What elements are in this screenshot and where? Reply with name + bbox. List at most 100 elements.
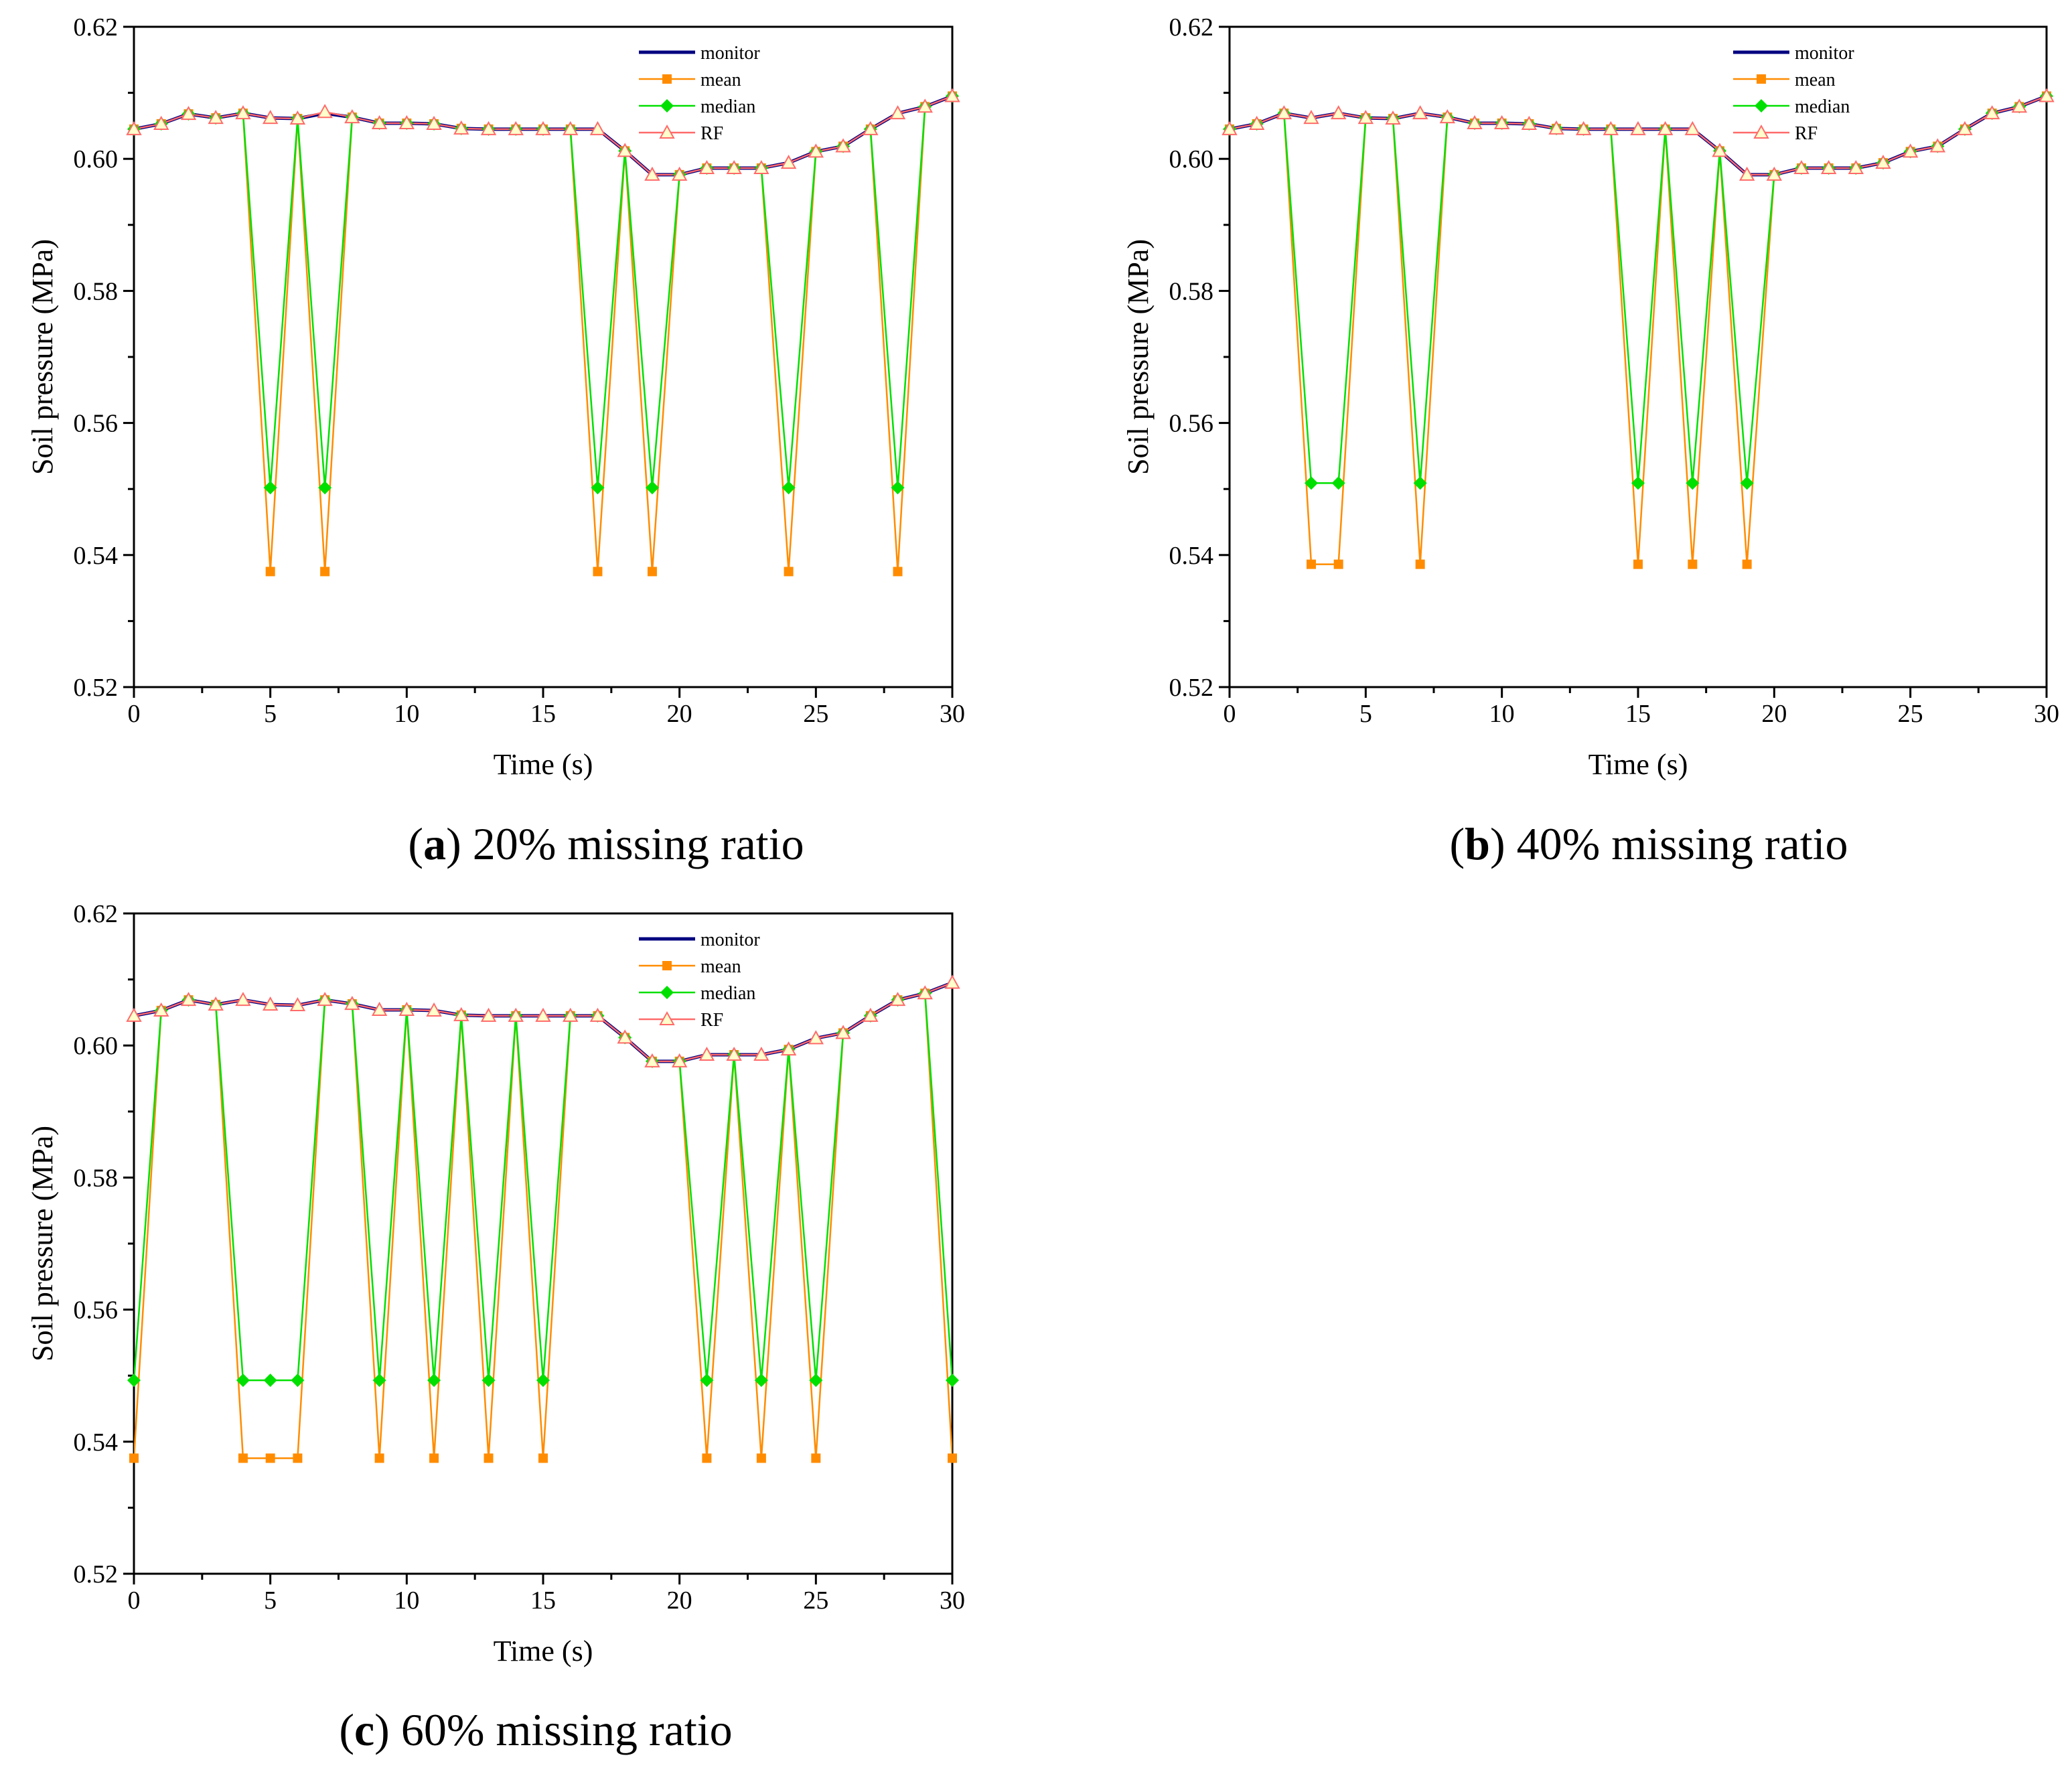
rf-marker-13 xyxy=(480,1007,497,1022)
x-tick-label: 5 xyxy=(264,700,277,728)
mean-marker-11 xyxy=(429,1453,439,1463)
median-marker-5 xyxy=(263,1374,277,1388)
mean-marker-24 xyxy=(784,567,794,577)
mean-marker-28 xyxy=(893,567,903,577)
rf-marker-17 xyxy=(1684,121,1701,135)
x-tick-label: 10 xyxy=(394,1586,419,1615)
mean-marker-30 xyxy=(948,1453,957,1463)
rf-marker-5 xyxy=(262,110,279,125)
rf-marker-20 xyxy=(671,1053,688,1067)
panel-caption: (c) 60% missing ratio xyxy=(339,1704,732,1755)
rf-marker-19 xyxy=(644,166,660,181)
rf-marker-8 xyxy=(1439,109,1456,124)
series-line-monitor xyxy=(1230,94,2047,177)
mean-marker-17 xyxy=(593,567,603,577)
rf-marker-4 xyxy=(235,105,251,120)
rf-marker-10 xyxy=(1493,115,1510,129)
x-tick-label: 20 xyxy=(1761,700,1787,728)
rf-marker-9 xyxy=(1467,115,1483,129)
rf-marker-13 xyxy=(1575,121,1592,135)
mean-marker-6 xyxy=(293,1453,303,1463)
median-marker-13 xyxy=(482,1374,496,1388)
rf-marker-4 xyxy=(1330,105,1347,120)
caption-text: 60% missing ratio xyxy=(390,1704,733,1755)
rf-marker-13 xyxy=(480,121,497,135)
series-line-mean xyxy=(134,992,952,1459)
x-tick-label: 25 xyxy=(803,1586,828,1615)
rf-marker-25 xyxy=(808,1030,824,1045)
median-marker-legend xyxy=(660,986,674,999)
rf-marker-1 xyxy=(153,115,169,130)
y-tick-label: 0.54 xyxy=(1169,542,1214,570)
rf-marker-18 xyxy=(617,1029,633,1044)
rf-marker-16 xyxy=(563,1007,579,1022)
y-tick-label: 0.54 xyxy=(74,542,119,570)
median-marker-25 xyxy=(809,1374,823,1388)
rf-marker-29 xyxy=(917,985,933,1000)
rf-marker-9 xyxy=(371,115,388,129)
rf-marker-0 xyxy=(126,1007,142,1022)
x-axis-label: Time (s) xyxy=(1588,748,1688,781)
rf-marker-5 xyxy=(262,996,279,1011)
rf-marker-12 xyxy=(453,1007,469,1021)
rf-marker-18 xyxy=(617,143,633,157)
rf-marker-26 xyxy=(835,138,851,153)
rf-marker-11 xyxy=(426,1002,442,1017)
rf-marker-1 xyxy=(153,1002,169,1017)
caption-paren-close: ) xyxy=(1490,818,1505,869)
legend-label-median: median xyxy=(1795,96,1850,117)
rf-marker-21 xyxy=(1793,159,1809,175)
rf-marker-5 xyxy=(1357,110,1374,125)
caption-paren-close: ) xyxy=(446,818,461,869)
rf-marker-8 xyxy=(344,996,360,1011)
rf-marker-legend xyxy=(659,1011,675,1025)
mean-marker-25 xyxy=(811,1453,821,1463)
median-marker-4 xyxy=(236,1374,250,1388)
rf-marker-19 xyxy=(644,1053,660,1067)
rf-marker-6 xyxy=(289,110,306,125)
rf-marker-12 xyxy=(453,120,469,135)
series-line-median xyxy=(134,95,952,489)
median-marker-24 xyxy=(782,481,796,495)
median-marker-17 xyxy=(1686,476,1700,490)
x-tick-label: 30 xyxy=(940,700,965,728)
rf-marker-2 xyxy=(180,992,197,1007)
median-marker-3 xyxy=(1305,476,1318,490)
caption-paren-open: ( xyxy=(408,818,423,869)
panel-caption: (a) 20% missing ratio xyxy=(408,818,804,869)
rf-marker-29 xyxy=(917,98,933,113)
rf-marker-6 xyxy=(1385,110,1401,125)
median-marker-5 xyxy=(263,481,277,495)
legend-label-monitor: monitor xyxy=(1795,43,1854,64)
legend-label-monitor: monitor xyxy=(700,43,760,64)
mean-marker-0 xyxy=(129,1453,139,1463)
mean-marker-4 xyxy=(238,1453,248,1463)
rf-marker-4 xyxy=(235,992,251,1007)
x-tick-label: 20 xyxy=(667,1586,692,1615)
y-tick-label: 0.54 xyxy=(74,1428,119,1457)
x-tick-label: 0 xyxy=(128,1586,141,1615)
rf-marker-11 xyxy=(1521,115,1538,130)
rf-marker-17 xyxy=(589,1007,606,1022)
rf-marker-18 xyxy=(1712,143,1728,157)
rf-marker-15 xyxy=(535,121,551,135)
rf-marker-30 xyxy=(944,974,960,989)
y-tick-label: 0.62 xyxy=(74,13,119,42)
x-tick-label: 0 xyxy=(1224,700,1236,728)
rf-marker-0 xyxy=(1222,121,1238,135)
rf-marker-26 xyxy=(835,1025,851,1039)
rf-marker-23 xyxy=(1848,159,1864,175)
rf-marker-27 xyxy=(863,121,879,135)
caption-letter: b xyxy=(1465,818,1490,869)
x-tick-label: 25 xyxy=(803,700,828,728)
rf-marker-26 xyxy=(1929,138,1946,153)
median-marker-legend xyxy=(660,99,674,113)
caption-paren-open: ( xyxy=(339,1704,354,1755)
series-line-rf xyxy=(1230,95,2047,176)
y-tick-label: 0.56 xyxy=(74,1296,119,1325)
series-line-median xyxy=(1230,95,2047,484)
y-tick-label: 0.60 xyxy=(74,145,119,173)
mean-marker-19 xyxy=(647,567,657,577)
x-tick-label: 0 xyxy=(128,700,141,728)
rf-marker-22 xyxy=(726,1046,742,1061)
